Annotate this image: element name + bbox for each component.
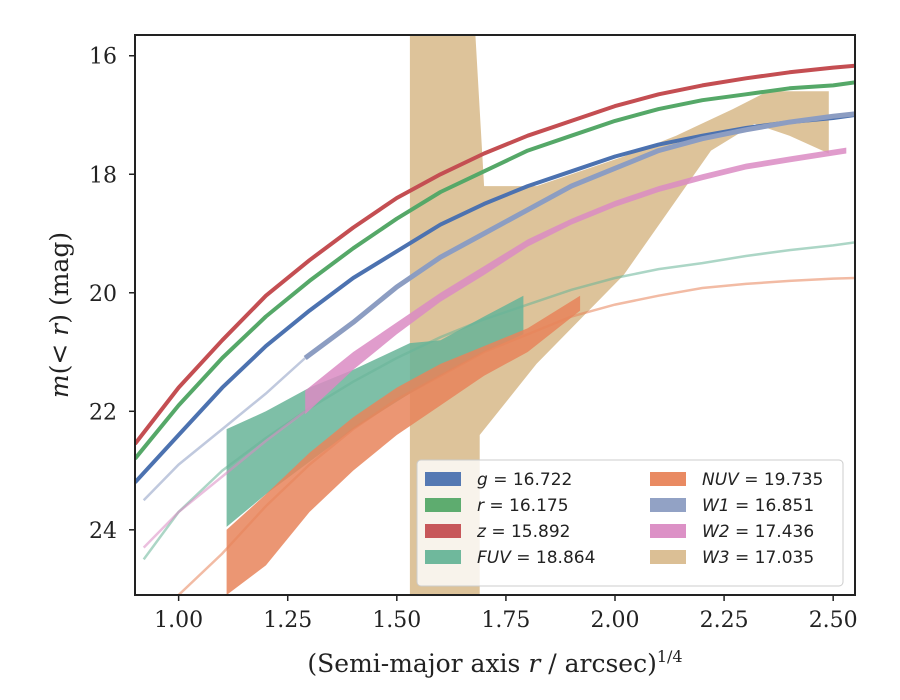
legend-entry: z = 15.892 [476,522,570,542]
x-tick-label: 2.50 [809,608,858,633]
legend-swatch [425,550,461,564]
x-tick-label: 2.00 [591,608,640,633]
legend-entry: W3 = 17.035 [702,548,814,568]
legend-entry: FUV = 18.864 [477,548,595,568]
series-w1-line [303,111,855,361]
series-r-line [135,80,855,460]
y-tick-label: 16 [89,45,117,70]
legend-swatch [650,550,686,564]
x-axis: 1.00 1.25 1.50 1.75 2.00 2.25 2.50 [154,595,858,633]
legend-box [416,459,844,587]
legend-entry: W1 = 16.851 [702,496,814,516]
legend-entry: NUV = 19.735 [702,470,823,490]
y-tick-label: 18 [89,163,117,188]
y-axis: 16 18 20 22 24 [89,45,135,544]
x-tick-label: 1.25 [263,608,312,633]
x-tick-label: 2.25 [700,608,749,633]
plot-frame [134,34,856,596]
x-axis-label: (Semi-major axis r / arcsec)1/4 [307,647,682,678]
series-z-line [135,63,855,446]
y-tick-label: 24 [89,519,117,544]
y-tick-label: 22 [89,400,117,425]
legend-entry: g = 16.722 [477,470,572,490]
series-nuv-band [226,295,581,595]
legend-swatch [425,498,461,512]
legend-swatch [650,524,686,538]
y-axis-label: m(< r) (mag) [45,232,74,398]
x-tick-label: 1.00 [154,608,203,633]
series-w2-extension [142,410,306,549]
x-tick-label: 1.75 [481,608,530,633]
legend: g = 16.722 r = 16.175 z = 15.892 FUV = 18.8… [416,459,844,587]
legend-swatch [650,472,686,486]
y-tick-label: 20 [89,282,117,307]
series-w1-extension [142,357,307,502]
legend-entry: W2 = 17.436 [702,522,814,542]
legend-swatch [425,472,461,486]
legend-entry: r = 16.175 [477,496,569,516]
x-tick-label: 1.50 [372,608,421,633]
legend-swatch [425,524,461,538]
legend-swatch [650,498,686,512]
